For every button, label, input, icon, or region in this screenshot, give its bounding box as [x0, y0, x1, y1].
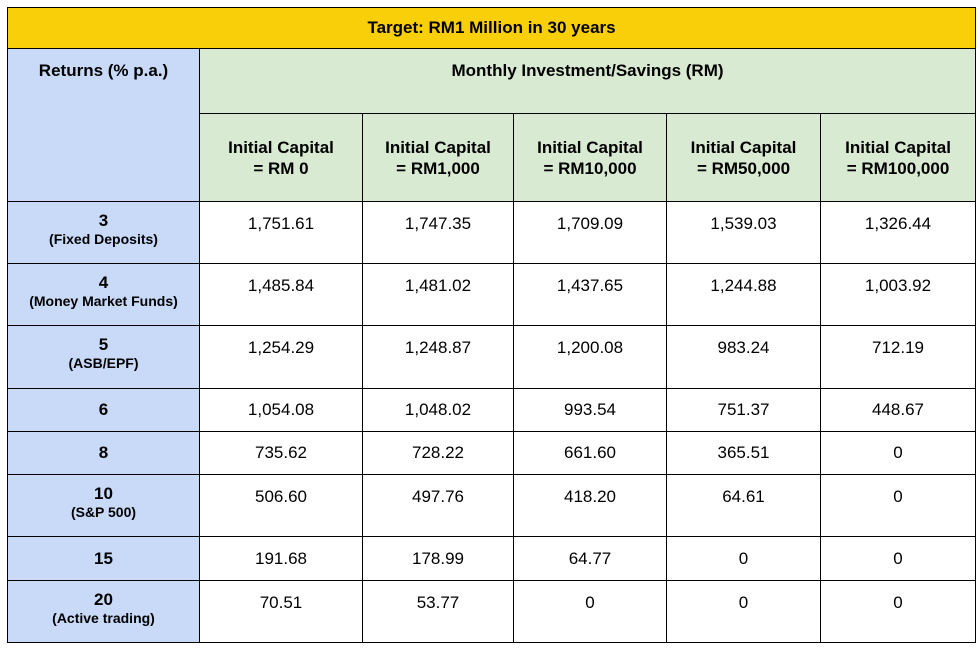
monthly-value-cell: 1,248.87	[362, 325, 514, 389]
monthly-value-cell: 1,003.92	[819, 263, 977, 327]
capital-header-line1: Initial Capital	[537, 137, 643, 157]
capital-header-line2: = RM100,000	[846, 158, 950, 178]
monthly-value-cell: 178.99	[362, 536, 514, 581]
monthly-value-cell: 993.54	[513, 387, 667, 432]
table-row: 10 (S&P 500) 506.60 497.76 418.20 64.61 0	[7, 474, 977, 538]
monthly-value-cell: 1,244.88	[666, 263, 821, 327]
monthly-value-cell: 0	[513, 579, 667, 644]
return-rate-cell: 4 (Money Market Funds)	[7, 263, 200, 327]
monthly-value-cell: 497.76	[362, 474, 514, 538]
capital-header-2: Initial Capital = RM10,000	[513, 113, 667, 202]
monthly-value-cell: 735.62	[199, 430, 363, 476]
monthly-value-cell: 448.67	[819, 387, 977, 432]
return-rate: 4	[98, 273, 109, 293]
monthly-value-cell: 1,481.02	[362, 263, 514, 327]
capital-header-4: Initial Capital = RM100,000	[819, 113, 977, 202]
monthly-value-cell: 1,485.84	[199, 263, 363, 327]
return-rate: 6	[98, 399, 109, 419]
return-note: (ASB/EPF)	[68, 355, 139, 372]
return-rate: 20	[94, 589, 113, 609]
return-rate: 5	[98, 335, 109, 355]
table-row: 8 735.62 728.22 661.60 365.51 0	[7, 430, 977, 476]
table-row: 15 191.68 178.99 64.77 0 0	[7, 536, 977, 581]
return-note: (Money Market Funds)	[29, 293, 178, 310]
capital-header-3: Initial Capital = RM50,000	[666, 113, 821, 202]
return-rate-cell: 6	[7, 387, 200, 432]
monthly-value-cell: 1,254.29	[199, 325, 363, 389]
returns-header: Returns (% p.a.)	[7, 48, 200, 202]
monthly-value-cell: 0	[666, 536, 821, 581]
return-rate: 3	[98, 210, 109, 230]
monthly-value-cell: 365.51	[666, 430, 821, 476]
table-row: 20 (Active trading) 70.51 53.77 0 0 0	[7, 579, 977, 644]
monthly-value-cell: 1,048.02	[362, 387, 514, 432]
capital-header-line2: = RM50,000	[696, 158, 791, 178]
monthly-value-cell: 1,437.65	[513, 263, 667, 327]
capital-header-line2: = RM 0	[253, 158, 309, 178]
monthly-value-cell: 64.61	[666, 474, 821, 538]
investment-table: Target: RM1 Million in 30 years Returns …	[6, 6, 977, 644]
table-row: 4 (Money Market Funds) 1,485.84 1,481.02 1,4…	[7, 263, 977, 327]
return-note: (Fixed Deposits)	[49, 230, 158, 247]
table-row: 6 1,054.08 1,048.02 993.54 751.37 448.67	[7, 387, 977, 432]
monthly-value-cell: 0	[819, 474, 977, 538]
return-rate-cell: 8	[7, 430, 200, 476]
return-rate: 15	[94, 548, 113, 568]
table-body: 3 (Fixed Deposits) 1,751.61 1,747.35 1,709.0…	[7, 200, 977, 644]
monthly-value-cell: 1,747.35	[362, 200, 514, 265]
capital-header-line1: Initial Capital	[228, 137, 334, 157]
monthly-value-cell: 661.60	[513, 430, 667, 476]
return-rate: 8	[98, 443, 109, 463]
monthly-value-cell: 0	[819, 579, 977, 644]
monthly-value-cell: 64.77	[513, 536, 667, 581]
monthly-value-cell: 1,539.03	[666, 200, 821, 265]
capital-header-line2: = RM10,000	[543, 158, 637, 178]
monthly-value-cell: 1,709.09	[513, 200, 667, 265]
capital-header-row: Initial Capital = RM 0 Initial Capital = RM…	[8, 113, 977, 202]
monthly-value-cell: 751.37	[666, 387, 821, 432]
return-rate-cell: 3 (Fixed Deposits)	[7, 200, 200, 265]
capital-header-line2: = RM1,000	[396, 158, 480, 178]
monthly-value-cell: 1,326.44	[819, 200, 977, 265]
capital-header-line1: Initial Capital	[690, 137, 797, 157]
capital-header-1: Initial Capital = RM1,000	[362, 113, 514, 202]
return-note: (S&P 500)	[70, 504, 137, 521]
return-rate-cell: 5 (ASB/EPF)	[7, 325, 200, 389]
table-row: 3 (Fixed Deposits) 1,751.61 1,747.35 1,709.0…	[7, 200, 977, 265]
monthly-value-cell: 506.60	[199, 474, 363, 538]
monthly-value-cell: 0	[819, 536, 977, 581]
return-rate-cell: 15	[7, 536, 200, 581]
table-title: Target: RM1 Million in 30 years	[6, 6, 977, 50]
monthly-value-cell: 728.22	[362, 430, 514, 476]
monthly-value-cell: 712.19	[819, 325, 977, 389]
monthly-value-cell: 418.20	[513, 474, 667, 538]
monthly-value-cell: 53.77	[362, 579, 514, 644]
monthly-value-cell: 1,200.08	[513, 325, 667, 389]
capital-header-line1: Initial Capital	[845, 137, 951, 157]
monthly-value-cell: 0	[819, 430, 977, 476]
capital-header-0: Initial Capital = RM 0	[199, 113, 363, 202]
return-rate-cell: 10 (S&P 500)	[7, 474, 200, 538]
monthly-value-cell: 191.68	[199, 536, 363, 581]
capital-header-line1: Initial Capital	[385, 137, 491, 157]
monthly-value-cell: 1,054.08	[199, 387, 363, 432]
return-note: (Active trading)	[52, 609, 155, 626]
monthly-value-cell: 1,751.61	[199, 200, 363, 265]
table-row: 5 (ASB/EPF) 1,254.29 1,248.87 1,200.08 983.24…	[7, 325, 977, 389]
monthly-value-cell: 70.51	[199, 579, 363, 644]
return-rate: 10	[94, 484, 113, 504]
return-rate-cell: 20 (Active trading)	[7, 579, 200, 644]
monthly-value-cell: 0	[666, 579, 821, 644]
monthly-investment-header: Monthly Investment/Savings (RM)	[198, 48, 977, 115]
monthly-value-cell: 983.24	[666, 325, 821, 389]
